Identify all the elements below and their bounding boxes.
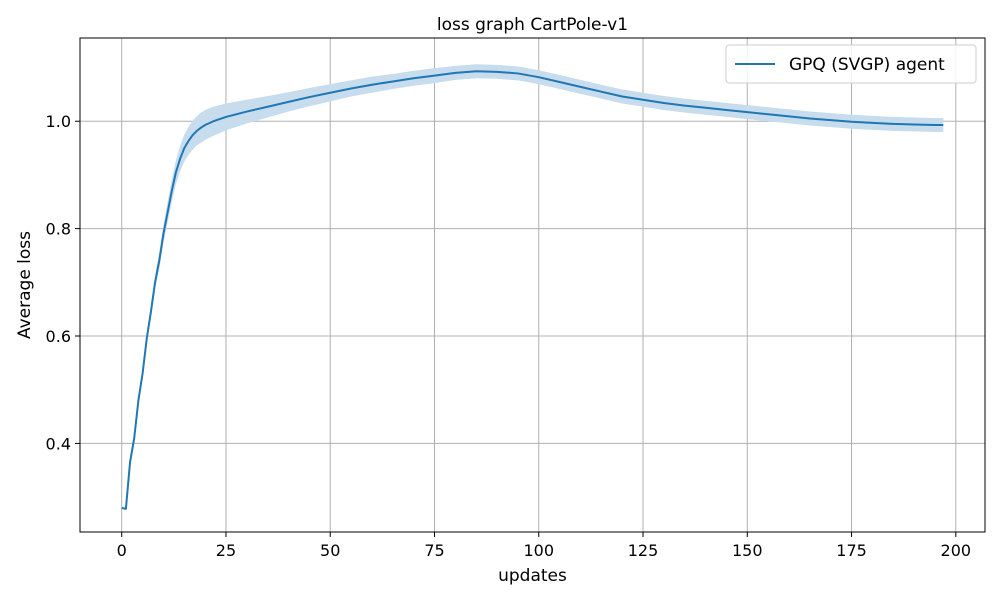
x-axis-ticks: 0 25 50 75 100 125 150 175 200 bbox=[117, 532, 971, 560]
x-tick-label: 100 bbox=[523, 541, 554, 560]
chart-title: loss graph CartPole-v1 bbox=[437, 15, 628, 35]
legend-label: GPQ (SVGP) agent bbox=[789, 55, 945, 75]
x-axis-label: updates bbox=[498, 566, 567, 586]
series-line-layer bbox=[121, 70, 944, 510]
y-tick-label: 0.6 bbox=[46, 327, 71, 346]
x-tick-label: 150 bbox=[732, 541, 763, 560]
x-tick-label: 200 bbox=[941, 541, 972, 560]
plot-frame bbox=[79, 37, 986, 533]
x-tick-label: 50 bbox=[320, 541, 340, 560]
y-axis-label: Average loss bbox=[15, 231, 35, 339]
x-tick-label: 25 bbox=[216, 541, 236, 560]
legend-box bbox=[725, 44, 977, 84]
y-tick-label: 0.8 bbox=[46, 220, 71, 239]
x-tick-label: 75 bbox=[424, 541, 444, 560]
x-tick-label: 175 bbox=[836, 541, 867, 560]
series-line bbox=[121, 70, 944, 510]
y-tick-label: 1.0 bbox=[46, 112, 71, 131]
x-tick-label: 0 bbox=[117, 541, 127, 560]
x-tick-label: 125 bbox=[628, 541, 659, 560]
y-axis-ticks: 0.4 0.6 0.8 1.0 bbox=[46, 112, 80, 453]
legend: GPQ (SVGP) agent bbox=[725, 44, 977, 84]
y-tick-label: 0.4 bbox=[46, 434, 71, 453]
